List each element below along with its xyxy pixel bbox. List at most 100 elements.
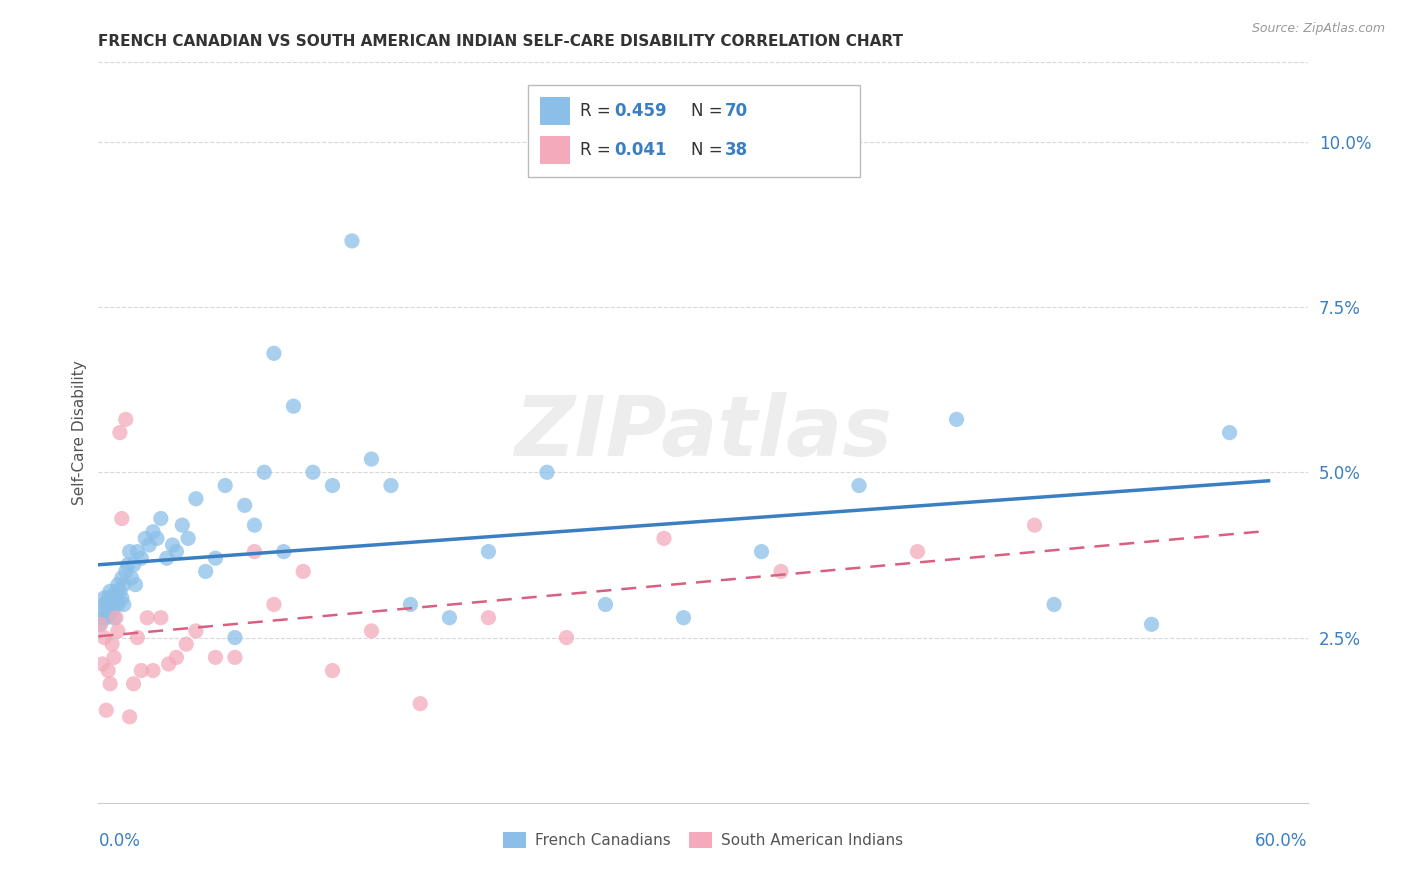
Point	[273, 544, 295, 558]
Point	[555, 631, 578, 645]
Point	[184, 491, 207, 506]
Point	[194, 565, 217, 579]
Point	[907, 544, 929, 558]
Point	[162, 538, 184, 552]
Point	[103, 598, 125, 612]
Point	[477, 544, 499, 558]
Point	[233, 499, 256, 513]
Point	[263, 598, 285, 612]
Bar	[527, 85, 860, 178]
Point	[114, 412, 136, 426]
Point	[107, 624, 129, 638]
Text: N =: N =	[690, 103, 728, 120]
Point	[399, 598, 422, 612]
Point	[111, 591, 134, 605]
Point	[409, 697, 432, 711]
Point	[111, 571, 134, 585]
Point	[114, 565, 136, 579]
Point	[101, 591, 124, 605]
Point	[93, 598, 115, 612]
Point	[243, 544, 266, 558]
Point	[1043, 598, 1066, 612]
Point	[243, 518, 266, 533]
Point	[96, 598, 118, 612]
Text: R =: R =	[579, 141, 616, 159]
Point	[672, 610, 695, 624]
Point	[536, 465, 558, 479]
Point	[439, 610, 461, 624]
Point	[118, 544, 141, 558]
Text: 38: 38	[724, 141, 748, 159]
Point	[104, 591, 127, 605]
Point	[136, 610, 159, 624]
Point	[292, 565, 315, 579]
Point	[108, 425, 131, 440]
Point	[224, 650, 246, 665]
Point	[174, 637, 197, 651]
Text: R =: R =	[579, 103, 616, 120]
Point	[97, 591, 120, 605]
Point	[253, 465, 276, 479]
Point	[142, 524, 165, 539]
Point	[93, 591, 115, 605]
Point	[1024, 518, 1046, 533]
Point	[101, 604, 124, 618]
Point	[380, 478, 402, 492]
Text: Source: ZipAtlas.com: Source: ZipAtlas.com	[1251, 22, 1385, 36]
Point	[124, 577, 146, 591]
Point	[104, 584, 127, 599]
Point	[321, 478, 343, 492]
Bar	[540, 136, 569, 164]
Point	[360, 624, 382, 638]
Point	[117, 558, 139, 572]
Point	[157, 657, 180, 671]
Point	[96, 703, 118, 717]
Point	[595, 598, 617, 612]
Point	[204, 650, 226, 665]
Text: 0.0%: 0.0%	[98, 832, 141, 850]
Point	[97, 604, 120, 618]
Point	[138, 538, 160, 552]
Point	[848, 478, 870, 492]
Point	[172, 518, 194, 533]
Point	[340, 234, 363, 248]
Point	[224, 631, 246, 645]
Point	[477, 610, 499, 624]
Point	[122, 558, 145, 572]
Point	[101, 637, 124, 651]
Text: 0.459: 0.459	[614, 103, 668, 120]
Point	[104, 610, 127, 624]
Point	[91, 604, 114, 618]
Point	[89, 617, 111, 632]
Point	[360, 452, 382, 467]
Text: N =: N =	[690, 141, 728, 159]
Point	[769, 565, 792, 579]
Y-axis label: Self-Care Disability: Self-Care Disability	[72, 360, 87, 505]
Point	[134, 532, 156, 546]
Point	[112, 577, 135, 591]
Point	[1219, 425, 1241, 440]
Text: FRENCH CANADIAN VS SOUTH AMERICAN INDIAN SELF-CARE DISABILITY CORRELATION CHART: FRENCH CANADIAN VS SOUTH AMERICAN INDIAN…	[98, 34, 904, 49]
Point	[112, 598, 135, 612]
Point	[321, 664, 343, 678]
Point	[103, 650, 125, 665]
Point	[751, 544, 773, 558]
Point	[127, 631, 149, 645]
Point	[97, 664, 120, 678]
Point	[111, 511, 134, 525]
Point	[96, 610, 118, 624]
Text: ZIPatlas: ZIPatlas	[515, 392, 891, 473]
Point	[131, 551, 153, 566]
Point	[89, 617, 111, 632]
Legend: French Canadians, South American Indians: French Canadians, South American Indians	[496, 826, 910, 855]
Point	[214, 478, 236, 492]
Point	[156, 551, 179, 566]
Point	[283, 399, 305, 413]
Point	[302, 465, 325, 479]
Point	[149, 511, 172, 525]
Point	[108, 584, 131, 599]
Point	[93, 631, 115, 645]
Point	[118, 710, 141, 724]
Point	[142, 664, 165, 678]
Point	[107, 598, 129, 612]
